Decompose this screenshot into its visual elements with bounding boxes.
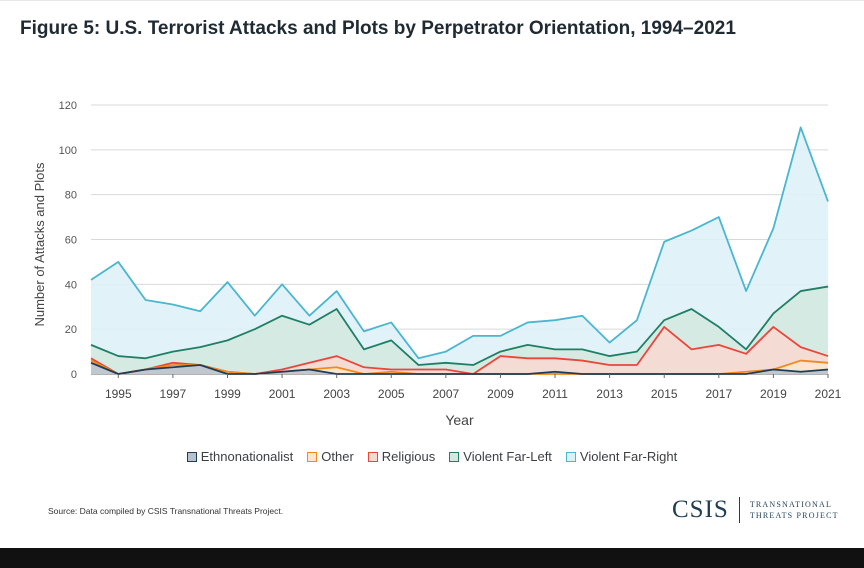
- csis-logo: CSIS TRANSNATIONAL THREATS PROJECT: [672, 496, 839, 524]
- area-violent-far-right: [91, 127, 828, 375]
- legend-item-violent-far-left: Violent Far-Left: [449, 449, 552, 464]
- logo-subtitle: TRANSNATIONAL THREATS PROJECT: [750, 499, 839, 521]
- legend-label: Other: [321, 449, 354, 464]
- x-tick-label: 2003: [323, 387, 350, 401]
- x-tick-label: 2017: [705, 387, 732, 401]
- area-chart: 0 20 40 60 80 100 120 1995 1997 1999 2001 2003 2005 2…: [32, 100, 842, 428]
- y-tick-label: 120: [59, 100, 77, 112]
- x-tick-label: 1999: [214, 387, 241, 401]
- legend-item-violent-far-right: Violent Far-Right: [565, 449, 678, 464]
- x-tick-label: 2007: [433, 387, 460, 401]
- legend-label: Violent Far-Left: [463, 449, 552, 464]
- legend-swatch: [449, 451, 460, 462]
- series-line-violent-far-left: [90, 285, 829, 366]
- legend-label: Ethnonationalist: [200, 449, 294, 464]
- x-tick-label: 2019: [760, 387, 787, 401]
- x-tick-label: 2005: [378, 387, 405, 401]
- x-tick-label: 2011: [542, 387, 568, 401]
- chart-title: Figure 5: U.S. Terrorist Attacks and Plo…: [20, 18, 736, 39]
- series-line-violent-far-right: [90, 126, 829, 360]
- legend-swatch: [367, 451, 378, 462]
- y-axis-label: Number of Attacks and Plots: [32, 162, 47, 327]
- logo-wordmark: CSIS: [672, 496, 729, 523]
- area-religious: [91, 326, 828, 374]
- y-tick-label: 100: [59, 145, 77, 157]
- legend-label: Religious: [381, 449, 436, 464]
- x-tick-label: 2013: [596, 387, 623, 401]
- top-rule: [0, 0, 864, 1]
- legend-swatch: [186, 451, 197, 462]
- bottom-bar: [0, 548, 864, 568]
- x-tick-label: 2021: [815, 387, 842, 401]
- source-note: Source: Data compiled by CSIS Transnatio…: [48, 506, 284, 516]
- x-axis-label: Year: [445, 412, 474, 428]
- legend-item-ethnonationalist: Ethnonationalist: [186, 449, 294, 464]
- x-tick-label: 2015: [651, 387, 678, 401]
- x-tick-label: 1995: [105, 387, 132, 401]
- legend-swatch: [307, 451, 318, 462]
- x-tick-label: 1997: [160, 387, 187, 401]
- y-tick-label: 20: [65, 324, 77, 336]
- x-tick-label: 2009: [487, 387, 514, 401]
- legend-item-religious: Religious: [367, 449, 436, 464]
- y-tick-label: 60: [65, 235, 77, 247]
- legend-label: Violent Far-Right: [579, 449, 678, 464]
- logo-divider: [738, 497, 740, 523]
- logo-subtitle-line1: TRANSNATIONAL: [749, 500, 833, 509]
- chart-legend: Ethnonationalist Other Religious Violent Fa…: [0, 449, 864, 464]
- legend-swatch: [565, 451, 576, 462]
- area-violent-far-left: [91, 286, 828, 374]
- legend-item-other: Other: [307, 449, 354, 464]
- y-tick-label: 80: [65, 190, 77, 202]
- y-tick-label: 40: [65, 279, 77, 291]
- logo-subtitle-line2: THREATS PROJECT: [749, 511, 839, 520]
- x-tick-label: 2001: [269, 387, 296, 401]
- y-tick-label: 0: [71, 369, 77, 381]
- series-line-ethnonationalist: [90, 361, 829, 375]
